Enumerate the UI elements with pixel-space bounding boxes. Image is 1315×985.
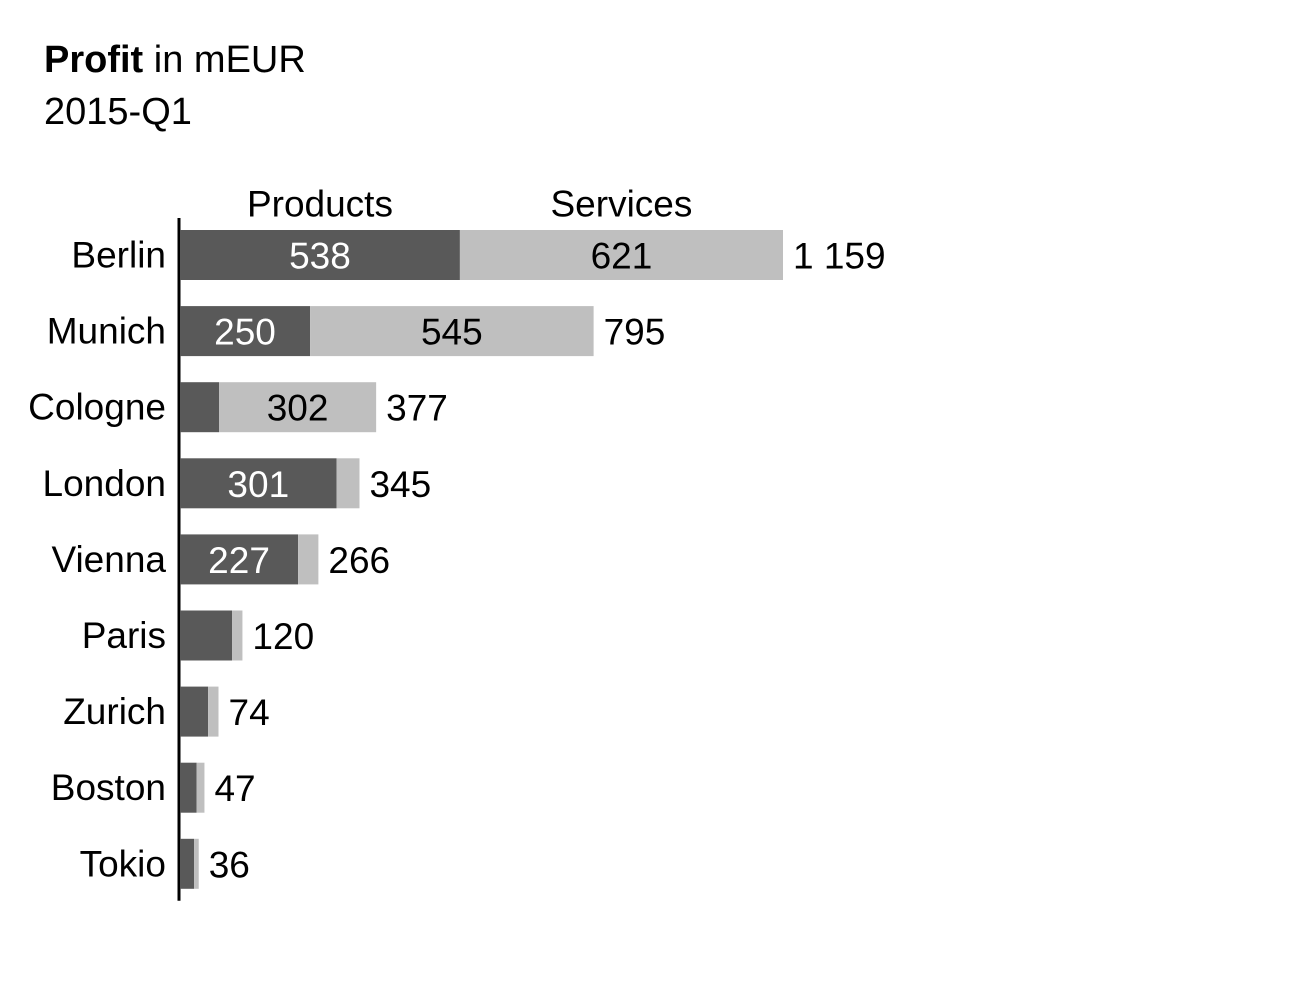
bar-paris-services: [232, 610, 243, 661]
bar-munich-services: [310, 306, 594, 357]
bar-london-services: [336, 458, 360, 509]
total-label-berlin: 1 159: [793, 236, 886, 277]
legend-label-products: Products: [247, 184, 393, 225]
data-label-munich-products: 250: [214, 312, 276, 353]
bar-cologne-products: [180, 382, 220, 433]
data-label-london-products: 301: [227, 464, 289, 505]
data-label-berlin-products: 538: [289, 236, 351, 277]
bar-paris-products: [180, 610, 233, 661]
data-label-munich-services: 545: [421, 312, 483, 353]
bar-cologne-services: [219, 382, 377, 433]
data-label-berlin-services: 621: [591, 236, 653, 277]
chart-title-rest: in mEUR: [143, 39, 306, 81]
bar-zurich-products: [180, 686, 209, 737]
bar-vienna-products: [180, 534, 299, 585]
bar-berlin-services: [459, 230, 783, 280]
category-label-berlin: Berlin: [71, 235, 166, 276]
bar-london-products: [180, 458, 337, 509]
bar-boston-products: [180, 762, 197, 813]
total-label-tokio: 36: [209, 844, 250, 885]
bar-tokio-services: [194, 838, 199, 889]
total-label-paris: 120: [252, 616, 314, 657]
category-label-vienna: Vienna: [51, 539, 166, 580]
chart-title: Profit in mEUR: [44, 34, 306, 86]
chart-title-bold: Profit: [44, 39, 144, 81]
category-label-tokio: Tokio: [80, 843, 166, 884]
legend-label-services: Services: [551, 184, 693, 225]
data-label-vienna-products: 227: [208, 540, 270, 581]
total-label-boston: 47: [214, 768, 255, 809]
category-label-munich: Munich: [47, 311, 166, 352]
category-label-boston: Boston: [51, 767, 166, 808]
chart-title-block: Profit in mEUR 2015-Q1: [44, 34, 306, 138]
bar-vienna-services: [298, 534, 319, 585]
category-label-london: London: [43, 463, 166, 504]
bar-tokio-products: [180, 838, 195, 889]
category-label-paris: Paris: [82, 615, 166, 656]
category-label-zurich: Zurich: [63, 691, 166, 732]
data-label-cologne-services: 302: [267, 388, 329, 429]
total-label-london: 345: [369, 464, 431, 505]
chart-subtitle: 2015-Q1: [44, 91, 192, 133]
bar-zurich-services: [208, 686, 219, 737]
total-label-zurich: 74: [229, 692, 270, 733]
category-label-cologne: Cologne: [28, 387, 166, 428]
bar-munich-products: [180, 306, 311, 357]
bar-boston-services: [196, 762, 205, 813]
total-label-vienna: 266: [328, 540, 390, 581]
bar-berlin-products: [180, 230, 460, 280]
total-label-munich: 795: [604, 312, 666, 353]
total-label-cologne: 377: [386, 388, 448, 429]
